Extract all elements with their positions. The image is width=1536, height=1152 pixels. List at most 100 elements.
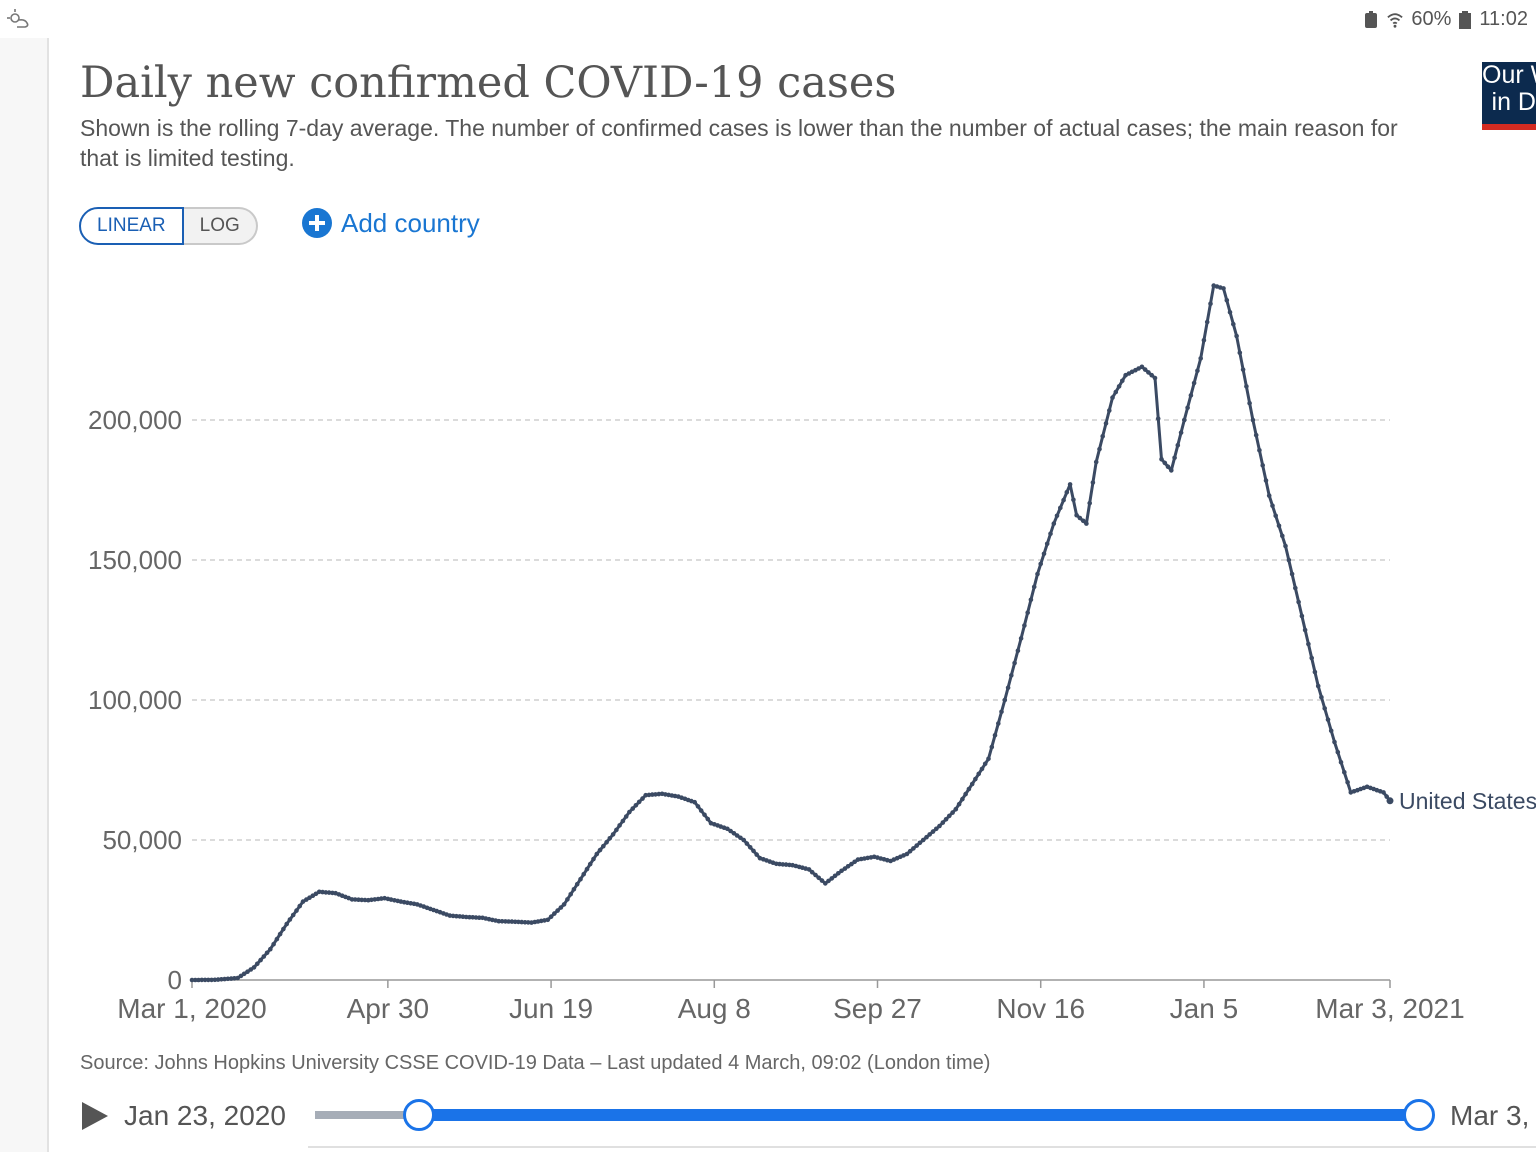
data-point [731,831,737,836]
data-point [836,871,841,876]
data-point [960,796,965,802]
data-point [1058,505,1063,511]
data-point [927,832,932,837]
linear-button[interactable]: LINEAR [79,207,184,245]
data-point [258,957,263,963]
data-point [326,890,332,895]
data-point [1224,298,1230,303]
data-point [503,919,508,924]
data-point [943,817,949,822]
series-label[interactable]: United States [1399,788,1536,814]
grid-lines [192,419,1390,841]
data-point [300,899,306,904]
data-point [561,902,567,907]
data-point [196,977,201,983]
data-point [1306,641,1311,647]
data-point [643,792,648,798]
data-point [232,976,237,981]
data-point [463,914,469,920]
data-point [1191,380,1197,386]
data-point [832,873,838,879]
data-point [1182,417,1187,423]
data-point [826,878,831,884]
data-point [656,791,662,797]
data-point [849,861,854,867]
weather-icon [7,9,29,28]
x-tick-label: Mar 1, 2020 [117,993,266,1024]
data-point [1293,585,1298,591]
data-point [516,919,521,925]
data-point [525,920,531,925]
data-point [199,977,205,983]
owid-logo[interactable]: Our W in D [1482,62,1536,130]
data-point [1175,442,1181,448]
data-point [1061,497,1066,503]
data-point [1185,405,1190,411]
chart-subtitle: Shown is the rolling 7-day average. The … [80,115,1398,171]
data-point [999,709,1004,715]
data-point [565,897,570,902]
x-axis: Mar 1, 2020 Apr 30 Jun 19 Aug 8 Sep 27 Nov 16… [117,979,1465,1024]
series-group: United States [189,283,1536,983]
data-point [1022,623,1027,628]
data-point [747,845,753,850]
y-tick-label: 150,000 [88,545,182,575]
data-point [1237,350,1243,356]
data-point [911,846,916,851]
add-country-button[interactable]: Add country [301,207,480,239]
data-point [1038,561,1043,567]
data-point [512,919,518,925]
battery-saver-icon [1365,10,1378,28]
data-point [307,895,312,900]
data-point [594,851,600,857]
data-point [1234,333,1239,339]
data-point [630,806,635,811]
timeline-track-inactive[interactable] [315,1111,418,1119]
data-point [264,950,270,956]
data-point [614,827,619,833]
data-point [349,897,355,902]
data-point [633,803,639,808]
play-icon[interactable] [80,1100,110,1132]
data-point [1041,551,1047,557]
data-point [251,965,257,970]
data-point [1090,480,1096,485]
data-point [627,809,632,815]
data-point [973,776,978,782]
data-point [1113,389,1119,395]
data-point [271,941,276,947]
data-point [989,744,995,750]
data-point [1253,432,1259,438]
timeline-start-handle[interactable] [403,1099,435,1131]
data-point [1335,749,1341,755]
data-point [1005,685,1011,690]
data-point [937,823,942,829]
data-point [1328,728,1334,734]
data-point [1244,384,1249,389]
timeline-end-handle[interactable] [1403,1099,1435,1131]
data-point [620,818,626,824]
log-button[interactable]: LOG [183,207,258,245]
series-line [191,284,1392,982]
data-point [1120,378,1125,384]
data-point [584,866,590,872]
data-point [783,862,789,867]
data-point [1015,648,1021,653]
y-tick-label: 0 [168,965,182,995]
data-point [1025,610,1030,615]
data-point [1084,521,1089,526]
data-point [1322,706,1327,711]
data-point [1074,512,1079,518]
x-tick-label: Mar 3, 2021 [1315,993,1464,1024]
data-point [473,915,479,920]
timeline-track-selected[interactable] [418,1109,1418,1121]
data-point [317,889,322,895]
data-point [1116,384,1122,389]
data-point [1165,464,1171,470]
data-point [809,869,815,875]
data-point [1270,503,1275,509]
data-point [225,976,231,982]
data-point [845,864,851,869]
data-point [976,771,981,777]
data-point [460,914,466,919]
